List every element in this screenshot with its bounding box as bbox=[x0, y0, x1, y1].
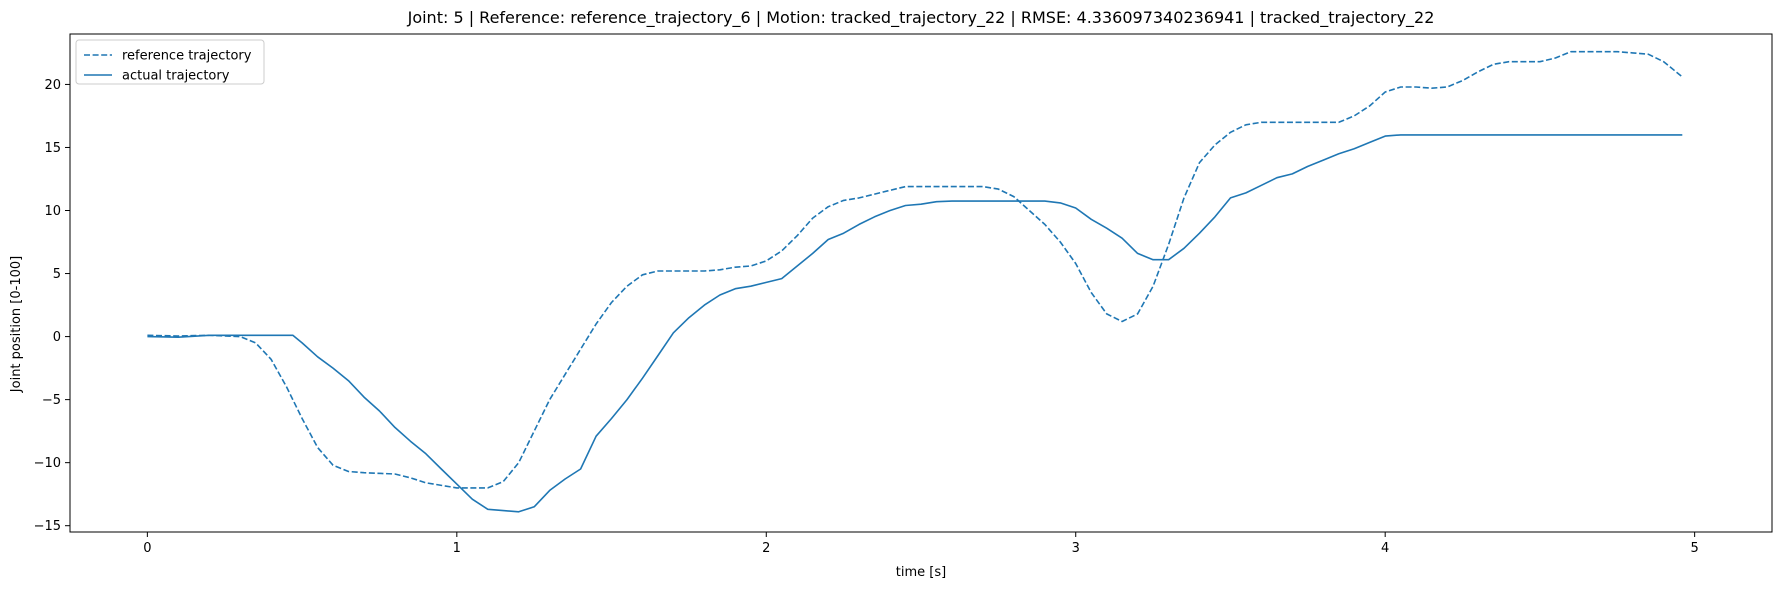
y-tick-label: 5 bbox=[53, 267, 61, 282]
y-axis-label: Joint position [0-100] bbox=[9, 256, 24, 393]
y-axis-ticks: −15 −10 −5 0 5 10 15 20 bbox=[34, 78, 70, 534]
plot-area bbox=[147, 50, 1683, 513]
legend-box bbox=[75, 39, 265, 85]
y-tick-label: 20 bbox=[44, 78, 61, 93]
y-tick-label: 0 bbox=[53, 330, 61, 345]
y-tick-label: 10 bbox=[44, 204, 61, 219]
legend: reference trajectory actual trajectory bbox=[75, 39, 265, 85]
x-axis-label: time [s] bbox=[896, 565, 946, 580]
x-tick-label: 0 bbox=[143, 541, 151, 556]
legend-entry: actual trajectory bbox=[122, 69, 230, 84]
x-tick-label: 2 bbox=[762, 541, 770, 556]
y-tick-label: −5 bbox=[42, 393, 61, 408]
series-line-actual bbox=[147, 134, 1683, 513]
y-tick-label: −10 bbox=[34, 456, 61, 471]
y-tick-label: 15 bbox=[44, 141, 61, 156]
x-axis-ticks: 0 1 2 3 4 5 bbox=[143, 532, 1699, 556]
x-tick-label: 5 bbox=[1690, 541, 1698, 556]
y-tick-label: −15 bbox=[34, 519, 61, 534]
series-line-reference bbox=[147, 50, 1683, 489]
x-tick-label: 1 bbox=[453, 541, 461, 556]
chart-title: Joint: 5 | Reference: reference_trajecto… bbox=[407, 8, 1435, 28]
plot-frame bbox=[69, 33, 1773, 533]
x-tick-label: 4 bbox=[1381, 541, 1389, 556]
x-tick-label: 3 bbox=[1072, 541, 1080, 556]
legend-entry: reference trajectory bbox=[122, 49, 252, 64]
